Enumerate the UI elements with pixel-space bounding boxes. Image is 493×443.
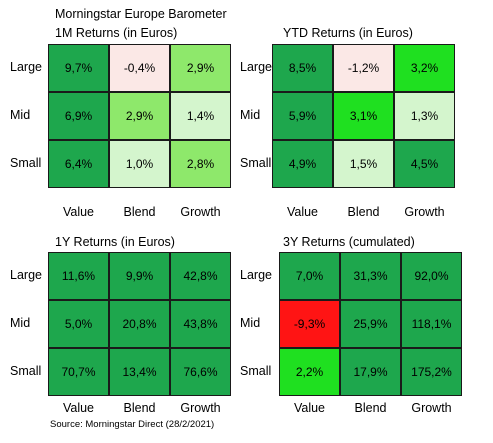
row-label-mid: Mid: [240, 108, 261, 122]
column-label-growth: Growth: [180, 205, 221, 219]
column-label-blend: Blend: [354, 401, 387, 415]
heatmap-cell: 20,8%: [109, 300, 170, 348]
heatmap-cell: 92,0%: [401, 252, 462, 300]
heatmap-cell: 13,4%: [109, 348, 170, 396]
panel-title: 1Y Returns (in Euros): [55, 235, 175, 249]
heatmap-cell: 1,3%: [394, 92, 455, 140]
heatmap-cell: 70,7%: [48, 348, 109, 396]
heatmap-cell: 8,5%: [272, 44, 333, 92]
column-label-value: Value: [62, 401, 95, 415]
heatmap-cell: 118,1%: [401, 300, 462, 348]
heatmap-cell: 175,2%: [401, 348, 462, 396]
heatmap-cell: 2,9%: [170, 44, 231, 92]
column-label-growth: Growth: [404, 205, 445, 219]
main-title: Morningstar Europe Barometer: [55, 7, 227, 21]
heatmap-cell: 6,4%: [48, 140, 109, 188]
row-label-small: Small: [10, 156, 42, 170]
row-label-mid: Mid: [10, 108, 31, 122]
heatmap-cell: 25,9%: [340, 300, 401, 348]
row-label-large: Large: [240, 268, 272, 282]
panel-title: 1M Returns (in Euros): [55, 26, 178, 40]
heatmap-cell: -0,4%: [109, 44, 170, 92]
row-label-small: Small: [240, 156, 272, 170]
row-label-mid: Mid: [10, 316, 31, 330]
column-label-value: Value: [286, 205, 319, 219]
column-label-blend: Blend: [347, 205, 380, 219]
heatmap-cell: 6,9%: [48, 92, 109, 140]
heatmap-cell: 2,2%: [279, 348, 340, 396]
column-label-value: Value: [62, 205, 95, 219]
heatmap-cell: 4,5%: [394, 140, 455, 188]
column-label-growth: Growth: [411, 401, 452, 415]
row-label-large: Large: [240, 60, 272, 74]
heatmap-cell: 9,9%: [109, 252, 170, 300]
column-label-blend: Blend: [123, 205, 156, 219]
heatmap-cell: 3,2%: [394, 44, 455, 92]
column-label-blend: Blend: [123, 401, 156, 415]
heatmap-cell: 5,0%: [48, 300, 109, 348]
heatmap-cell: 43,8%: [170, 300, 231, 348]
column-label-growth: Growth: [180, 401, 221, 415]
row-label-large: Large: [10, 60, 42, 74]
heatmap-cell: 1,5%: [333, 140, 394, 188]
column-label-value: Value: [293, 401, 326, 415]
row-label-mid: Mid: [240, 316, 261, 330]
heatmap-cell: 3,1%: [333, 92, 394, 140]
row-label-small: Small: [240, 364, 272, 378]
heatmap-cell: 17,9%: [340, 348, 401, 396]
heatmap-cell: -1,2%: [333, 44, 394, 92]
heatmap-cell: 31,3%: [340, 252, 401, 300]
row-label-large: Large: [10, 268, 42, 282]
heatmap-cell: 1,0%: [109, 140, 170, 188]
heatmap-cell: 4,9%: [272, 140, 333, 188]
heatmap-cell: 76,6%: [170, 348, 231, 396]
heatmap-cell: 1,4%: [170, 92, 231, 140]
heatmap-cell: -9,3%: [279, 300, 340, 348]
heatmap-cell: 2,9%: [109, 92, 170, 140]
panel-title: YTD Returns (in Euros): [283, 26, 413, 40]
heatmap-cell: 9,7%: [48, 44, 109, 92]
heatmap-cell: 2,8%: [170, 140, 231, 188]
source-note: Source: Morningstar Direct (28/2/2021): [50, 419, 215, 430]
heatmap-cell: 7,0%: [279, 252, 340, 300]
row-label-small: Small: [10, 364, 42, 378]
heatmap-cell: 11,6%: [48, 252, 109, 300]
panel-title: 3Y Returns (cumulated): [283, 235, 415, 249]
heatmap-cell: 42,8%: [170, 252, 231, 300]
heatmap-cell: 5,9%: [272, 92, 333, 140]
